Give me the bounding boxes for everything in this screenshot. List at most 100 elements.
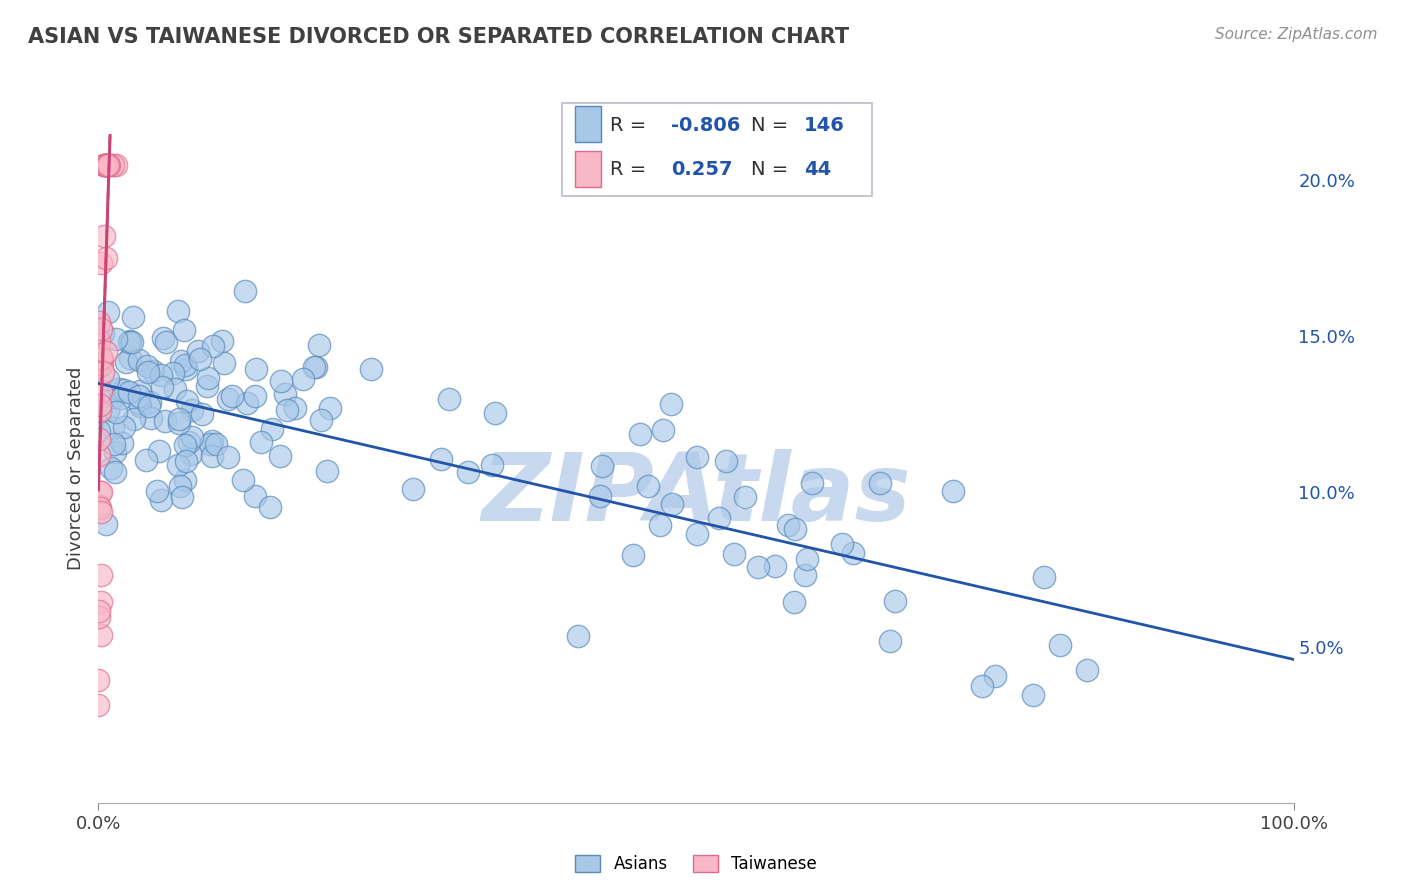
Point [262,422,284,436]
Point [169,416,191,430]
Point [96,158,118,172]
Point [763,559,786,574]
Point [97,403,120,417]
Point [97,158,120,172]
Point [308,337,330,351]
Point [430,452,453,467]
Point [97,305,120,319]
Point [128,352,150,367]
Point [181,430,204,444]
Point [90,321,112,335]
Point [831,537,853,551]
Point [360,361,382,376]
Point [437,392,460,406]
Point [273,386,295,401]
Text: R =: R = [610,160,647,178]
Point [591,458,613,473]
Point [245,362,267,376]
Point [112,383,135,397]
Point [89,347,111,361]
Text: Source: ZipAtlas.com: Source: ZipAtlas.com [1215,27,1378,42]
Point [97,158,120,172]
Point [94,251,117,265]
Point [89,500,111,515]
Point [174,438,197,452]
Point [714,453,737,467]
Text: ASIAN VS TAIWANESE DIVORCED OR SEPARATED CORRELATION CHART: ASIAN VS TAIWANESE DIVORCED OR SEPARATED… [28,27,849,46]
Point [104,445,127,459]
Point [188,351,211,366]
Point [236,396,259,410]
Point [621,548,644,562]
Point [87,432,110,446]
Point [796,551,818,566]
Point [97,372,120,386]
Point [884,593,907,607]
Point [659,396,682,410]
Bar [575,152,602,187]
Point [118,384,141,399]
Point [103,158,125,172]
Point [105,158,128,172]
Point [94,158,117,172]
Point [800,476,823,491]
Point [776,518,799,533]
Point [105,405,128,419]
Point [93,158,115,172]
Point [173,474,195,488]
Point [94,345,117,359]
Point [90,595,112,609]
Point [93,158,115,172]
Point [167,412,190,426]
Point [200,436,222,450]
Point [87,334,110,348]
Point [107,382,129,396]
Text: -0.806: -0.806 [671,116,740,135]
Point [139,410,162,425]
Point [155,335,177,350]
Point [122,310,145,324]
Point [118,334,141,349]
Point [942,484,965,499]
Point [103,437,125,451]
Point [146,483,169,498]
Point [174,362,197,376]
Point [174,359,197,373]
Point [284,401,307,415]
Point [128,396,150,410]
Point [250,434,273,449]
Point [139,394,162,409]
Point [101,421,124,435]
Point [90,255,112,269]
Point [91,351,114,366]
Point [89,499,111,513]
Point [124,412,146,426]
Point [628,426,651,441]
Point [104,465,127,479]
Point [176,394,198,409]
Point [90,568,112,582]
Point [89,424,111,438]
Point [269,450,291,464]
Point [148,443,170,458]
Point [150,380,173,394]
Point [661,497,683,511]
Point [93,228,115,243]
Point [150,493,173,508]
Point [112,420,135,434]
Point [484,406,506,420]
Point [205,436,228,450]
Point [166,458,188,472]
Point [89,604,111,618]
Point [707,511,730,525]
Bar [575,106,602,142]
Point [402,482,425,496]
Point [723,547,745,561]
Point [173,322,195,336]
Point [231,473,253,487]
Point [211,334,233,349]
Point [1049,638,1071,652]
Text: 44: 44 [804,160,831,178]
Point [110,391,132,405]
Point [166,304,188,318]
